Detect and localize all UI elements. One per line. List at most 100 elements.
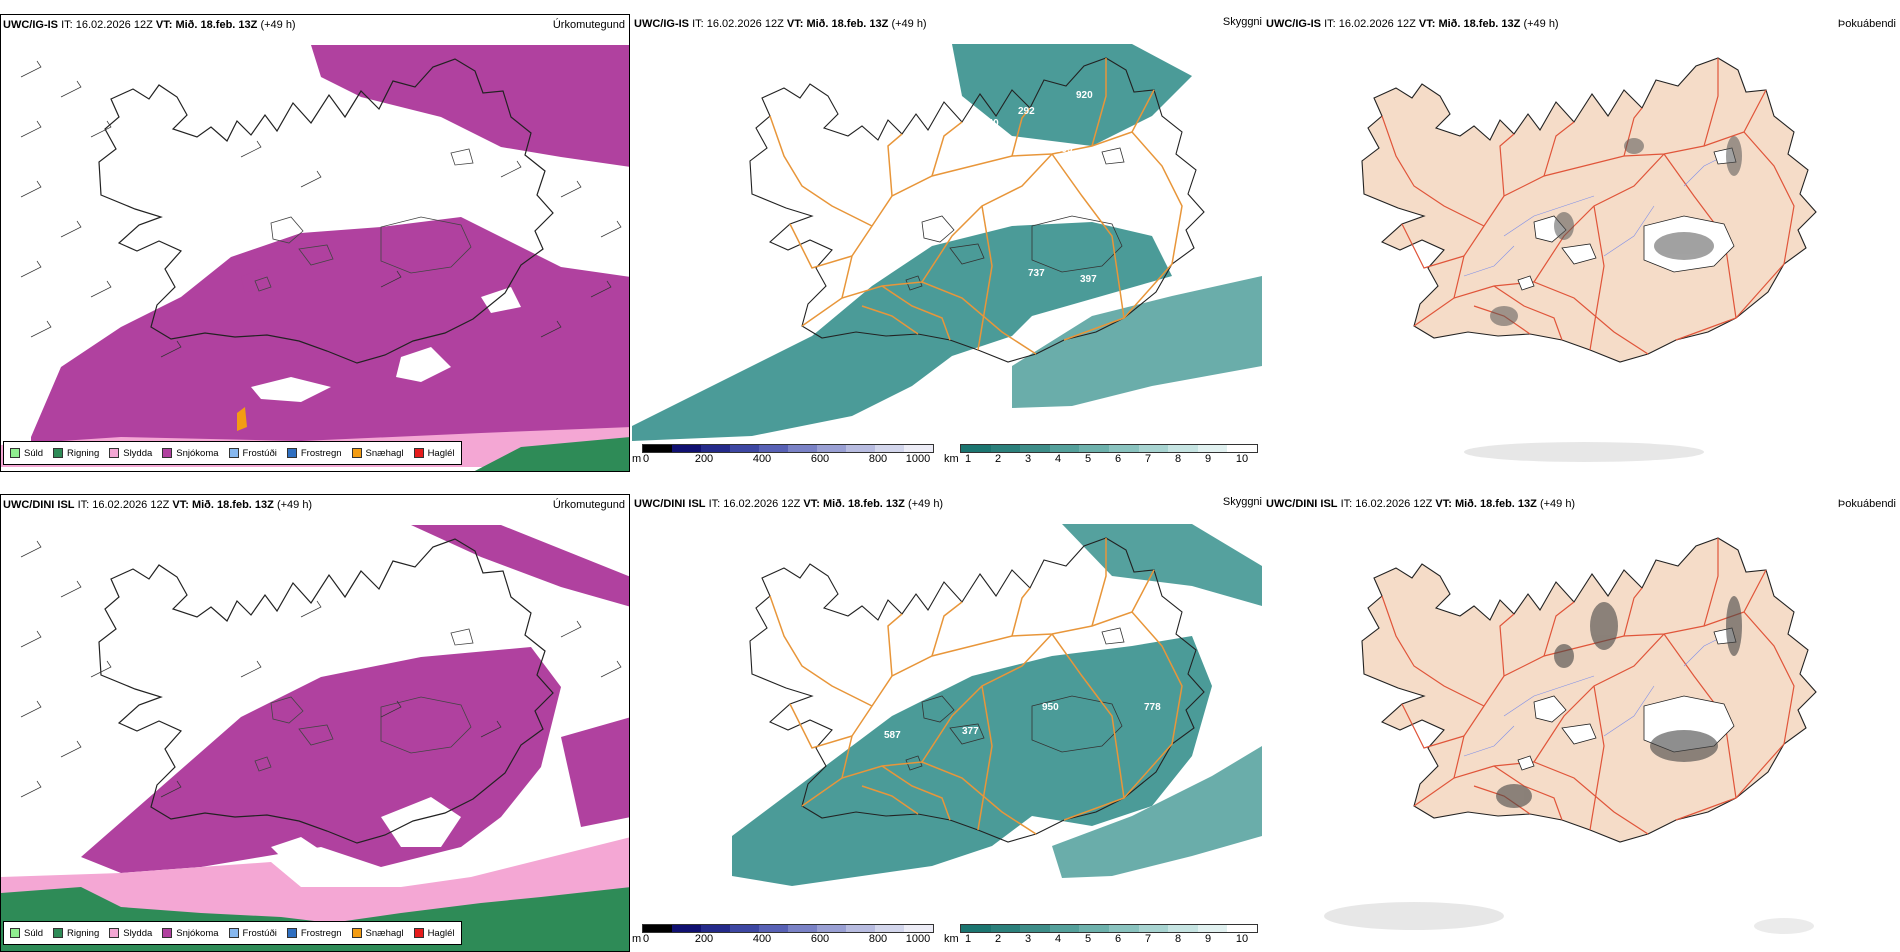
visibility-colorbar: km 1 2 3 4 5 6 7 8 9 10 — [944, 444, 1262, 466]
colorbar-tick: 3 — [1024, 453, 1032, 465]
colorbar-tick: 200 — [694, 933, 714, 945]
visibility-labels: 950 778 587 377 435 606 982 364 403 937 — [868, 702, 1161, 923]
precip-map[interactable] — [1, 517, 630, 952]
colorbar-scale — [642, 444, 934, 453]
legend-swatch — [162, 448, 173, 458]
visibility-map[interactable]: 29292074089932737397565953509940 — [632, 36, 1262, 472]
vt-label: VT: — [803, 498, 820, 510]
vt-value: Mið. 18.feb. 13Z — [1438, 18, 1521, 30]
colorbar-tick: 6 — [1114, 453, 1122, 465]
colorbar-tick: 9 — [1204, 453, 1212, 465]
visibility-value-label: 606 — [900, 878, 917, 889]
visibility-panel-row2: UWC/DINI ISL IT: 16.02.2026 12Z VT: Mið.… — [632, 494, 1262, 952]
colorbar-tick: 4 — [1054, 933, 1062, 945]
it-value: 16.02.2026 12Z — [1355, 498, 1433, 510]
panel-title: Úrkomutegund — [552, 19, 625, 31]
fog-blobs — [1490, 136, 1742, 326]
it-value: 16.02.2026 12Z — [1338, 18, 1416, 30]
precip-legend: Súld Rigning Slydda Snjókoma Frostúði Fr… — [3, 441, 462, 465]
legend-label: Frostúði — [242, 927, 277, 939]
vt-value: Mið. 18.feb. 13Z — [191, 499, 274, 511]
legend-item: Súld — [10, 928, 43, 939]
panel-title: Þokuábendi — [1837, 18, 1896, 30]
precip-legend: Súld Rigning Slydda Snjókoma Frostúði Fr… — [3, 921, 462, 945]
legend-swatch — [53, 928, 64, 938]
visibility-value-label: 509 — [938, 404, 955, 415]
panel-title: Skyggni — [1222, 16, 1262, 28]
lead-time: (+49 h) — [891, 18, 927, 30]
panel-header: UWC/IG-IS IT: 16.02.2026 12Z VT: Mið. 18… — [634, 18, 1256, 34]
legend-label: Frostúði — [242, 447, 277, 459]
model-name: UWC/DINI ISL — [3, 499, 75, 511]
colorbar-tick: 10 — [1235, 933, 1249, 945]
low-visibility-area — [1012, 276, 1262, 408]
lead-time: (+49 h) — [1539, 498, 1576, 510]
low-visibility-area — [1052, 746, 1262, 878]
colorbar-tick: 800 — [868, 933, 888, 945]
legend-swatch — [228, 448, 239, 458]
legend-item: Snjókoma — [162, 928, 219, 939]
precip-map[interactable] — [1, 37, 630, 472]
legend-swatch — [413, 448, 424, 458]
visibility-value-label: 364 — [914, 892, 931, 903]
vt-label: VT: — [155, 19, 173, 31]
legend-item: Snæhagl — [351, 928, 404, 939]
visibility-value-label: 953 — [910, 408, 927, 419]
it-label: IT: — [1340, 498, 1353, 510]
colorbar-tick: 9 — [1204, 933, 1212, 945]
legend-label: Snjókoma — [176, 447, 219, 459]
colorbar-scale — [960, 924, 1258, 933]
legend-label: Rigning — [67, 447, 100, 459]
colorbar-tick: 0 — [642, 933, 650, 945]
it-label: IT: — [708, 498, 721, 510]
it-label: IT: — [1324, 18, 1336, 30]
legend-item: Haglél — [413, 928, 455, 939]
colorbar-tick: 200 — [694, 453, 714, 465]
legend-swatch — [162, 928, 173, 938]
visibility-value-label: 435 — [1032, 848, 1049, 859]
it-label: IT: — [61, 19, 73, 31]
legend-item: Súld — [10, 448, 43, 459]
legend-item: Rigning — [53, 928, 99, 939]
snow-area — [561, 717, 629, 827]
lead-time: (+49 h) — [1523, 18, 1559, 30]
legend-label: Rigning — [67, 927, 100, 939]
legend-swatch — [286, 928, 297, 938]
legend-item: Slydda — [109, 448, 152, 459]
visibility-colorbar: km 1 2 3 4 5 6 7 8 9 10 — [944, 924, 1262, 946]
visibility-panel-row1: UWC/IG-IS IT: 16.02.2026 12Z VT: Mið. 18… — [632, 14, 1262, 472]
fog-map[interactable] — [1264, 36, 1900, 472]
wind-barbs — [20, 540, 622, 798]
colorbar-tick: 1000 — [905, 933, 931, 945]
vt-label: VT: — [172, 499, 189, 511]
it-value: 16.02.2026 12Z — [706, 18, 784, 30]
fog-map[interactable] — [1264, 516, 1900, 952]
colorbar-tick: 6 — [1114, 933, 1122, 945]
legend-item: Haglél — [413, 447, 455, 459]
colorbar-tick: 8 — [1174, 453, 1182, 465]
panel-title: Skyggni — [1222, 496, 1262, 508]
model-name: UWC/IG-IS — [3, 19, 58, 31]
vt-label: VT: — [1435, 498, 1452, 510]
legend-item: Frostúði — [228, 927, 277, 939]
legend-label: Haglél — [427, 447, 455, 459]
colorbar-tick: 0 — [642, 453, 650, 465]
lead-time: (+49 h) — [260, 19, 296, 31]
vt-value: Mið. 18.feb. 13Z — [822, 498, 905, 510]
it-value: 16.02.2026 12Z — [723, 498, 801, 510]
colorbar-tick: 3 — [1024, 933, 1032, 945]
low-visibility-area — [732, 636, 1212, 886]
low-visibility-area — [1062, 524, 1262, 606]
visibility-value-label: 950 — [1042, 702, 1059, 713]
visibility-value-label: 737 — [1028, 268, 1045, 279]
visibility-value-label: 899 — [1056, 144, 1073, 155]
legend-item: Slydda — [109, 928, 152, 939]
colorbar-tick: 600 — [810, 933, 830, 945]
wind-barbs — [20, 60, 622, 358]
colorbar-tick: 7 — [1144, 453, 1152, 465]
colorbar-scale — [960, 444, 1258, 453]
panel-header: UWC/IG-IS IT: 16.02.2026 12Z VT: Mið. 18… — [3, 19, 623, 35]
legend-label: Frostregn — [300, 447, 342, 459]
legend-label: Snæhagl — [365, 447, 404, 459]
